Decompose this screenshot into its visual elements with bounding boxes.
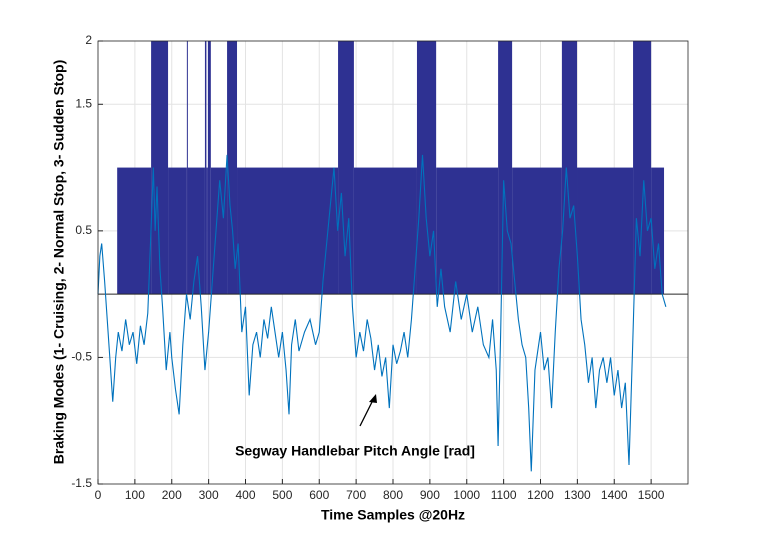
x-tick-label: 400	[235, 488, 255, 502]
x-axis-label: Time Samples @20Hz	[321, 507, 465, 523]
y-tick-label: 2	[85, 33, 92, 47]
annotation-arrowhead	[369, 394, 377, 403]
x-tick-label: 1000	[453, 488, 480, 502]
x-tick-label: 500	[272, 488, 292, 502]
y-tick-label: 1.5	[75, 96, 92, 110]
x-tick-label: 100	[125, 488, 145, 502]
x-tick-label: 1400	[601, 488, 628, 502]
x-tick-label: 0	[95, 488, 102, 502]
mode-stem	[498, 41, 513, 295]
mode-stem	[168, 167, 187, 295]
x-tick-label: 900	[420, 488, 440, 502]
mode-stem	[206, 167, 208, 295]
annotation: Segway Handlebar Pitch Angle [rad]	[235, 443, 475, 459]
mode-stem	[186, 41, 188, 295]
mode-stem	[577, 167, 634, 295]
x-tick-label: 1100	[491, 488, 517, 502]
y-axis-label: Braking Modes (1- Cruising, 2- Normal St…	[51, 60, 67, 464]
x-tick-label: 300	[199, 488, 219, 502]
mode-stem	[210, 167, 228, 295]
mode-stem	[353, 167, 417, 295]
mode-stem	[338, 41, 354, 295]
x-tick-label: 700	[346, 488, 366, 502]
pitch-line	[97, 154, 667, 472]
y-tick-label: 0.5	[75, 223, 92, 237]
x-tick-label: 600	[309, 488, 329, 502]
mode-stem	[651, 167, 665, 295]
annotation-arrow	[359, 397, 375, 427]
x-tick-label: 200	[162, 488, 182, 502]
y-tick-label: -0.5	[71, 350, 92, 364]
y-tick-label: -1.5	[71, 476, 92, 490]
x-tick-label: 800	[383, 488, 403, 502]
x-tick-label: 1500	[638, 488, 665, 502]
mode-stem	[512, 167, 562, 295]
mode-stem	[416, 41, 437, 295]
mode-stem	[237, 167, 339, 295]
mode-stem	[207, 41, 211, 295]
mode-stem	[204, 41, 207, 295]
mode-stem	[561, 41, 578, 295]
mode-stem	[187, 167, 205, 295]
mode-stem	[117, 167, 152, 295]
mode-stem	[436, 167, 499, 295]
x-tick-label: 1300	[564, 488, 591, 502]
mode-stem	[227, 41, 238, 295]
x-tick-label: 1200	[527, 488, 554, 502]
